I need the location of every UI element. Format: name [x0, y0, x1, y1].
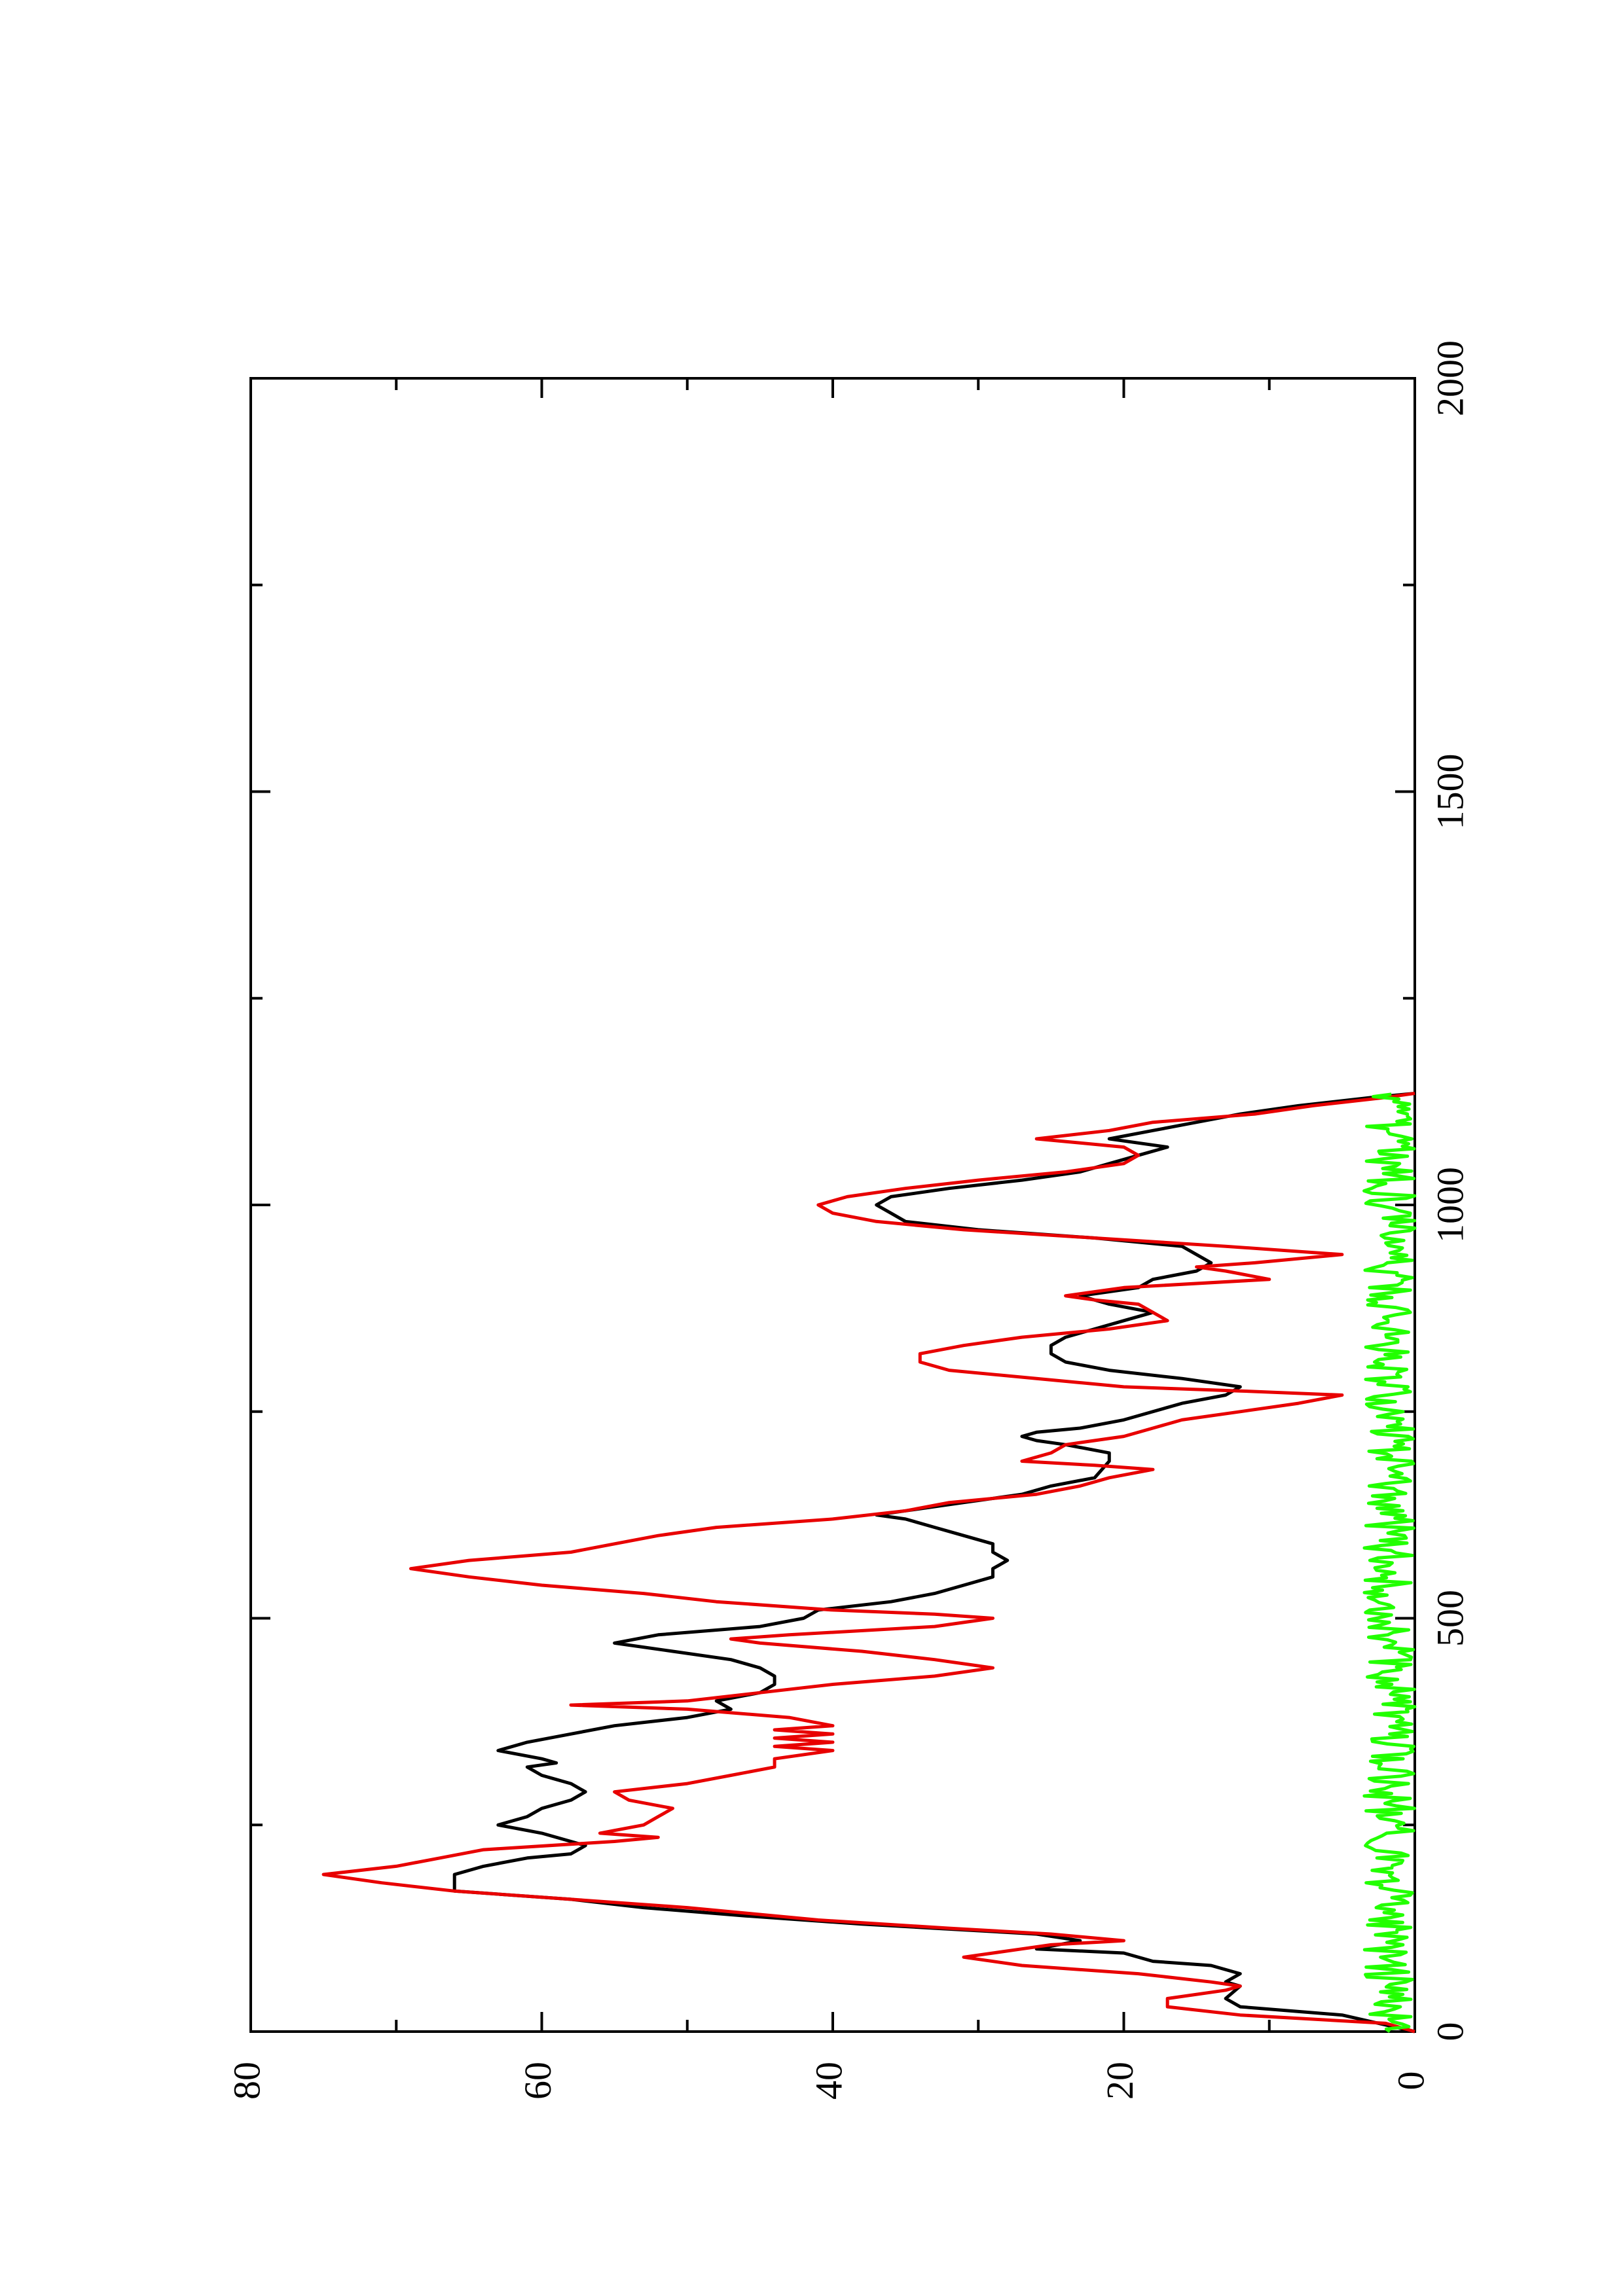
y-tick-label: 80: [225, 2062, 268, 2100]
series-line-3: [1362, 1092, 1417, 2034]
axis-tick-labels: 0 500 1000 1500 2000 0 20 40 60 80: [225, 340, 1471, 2100]
x-tick-label: 2000: [1429, 340, 1471, 416]
plot-area: [249, 377, 1416, 2033]
series-line-2: [321, 1092, 1415, 2034]
y-tick-label: 0: [1389, 2072, 1432, 2090]
x-tick-label: 1500: [1429, 754, 1471, 830]
y-tick-label: 60: [517, 2062, 559, 2100]
x-tick-label: 1000: [1429, 1167, 1471, 1243]
x-tick-label: 500: [1429, 1590, 1471, 1647]
series-group: [321, 1092, 1417, 2034]
x-tick-label: 0: [1429, 2022, 1471, 2041]
axis-ticks: [249, 377, 1416, 2033]
y-tick-label: 40: [807, 2062, 850, 2100]
series-line-1: [452, 1092, 1415, 2034]
y-tick-label: 20: [1099, 2062, 1141, 2100]
